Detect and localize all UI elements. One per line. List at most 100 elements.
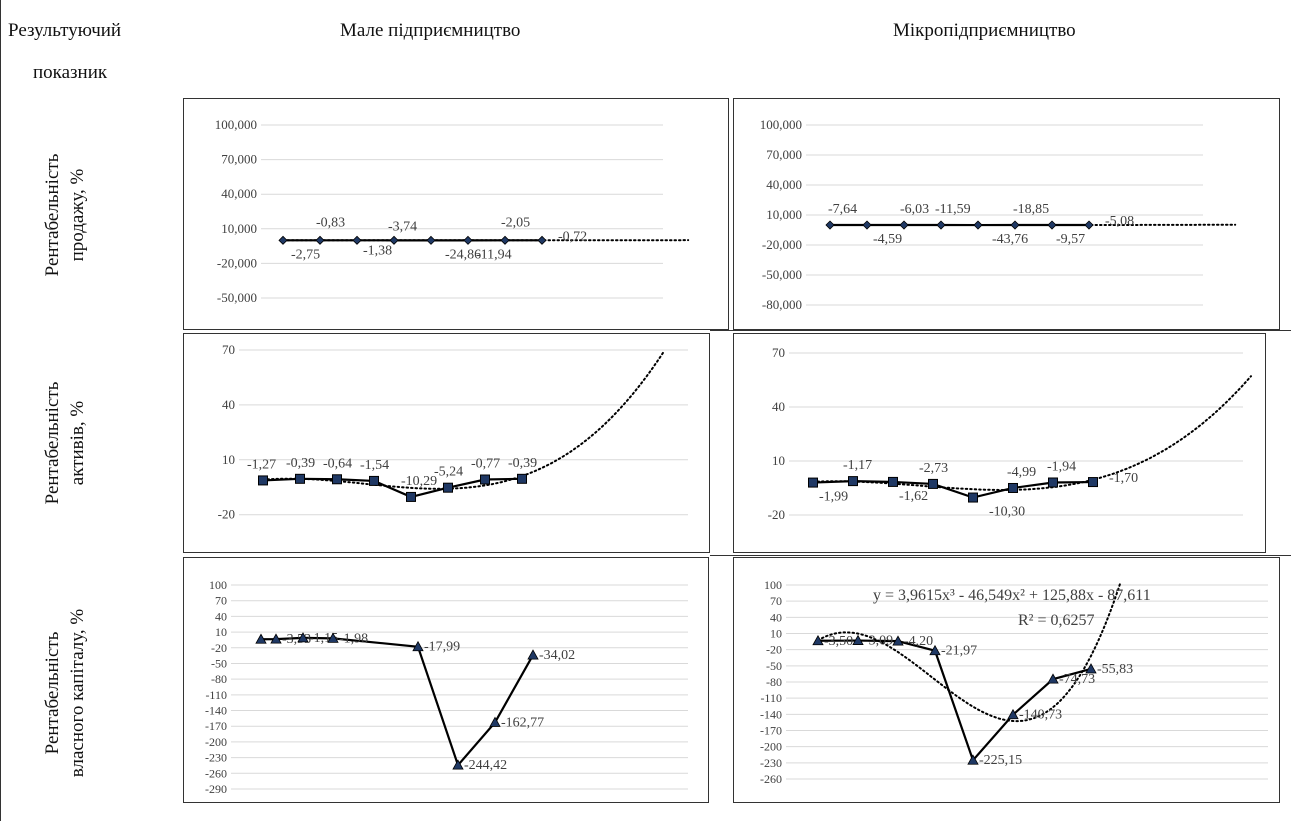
- chart-assets-micro-point-0: [809, 478, 818, 487]
- row-label-equity: Рентабельність власного капіталу, %: [40, 563, 90, 823]
- chart-assets-micro-data-label: -2,73: [919, 461, 948, 476]
- chart-sales-micro-tick-label: -20,000: [762, 237, 802, 252]
- chart-sales-micro-tick-label: 70,000: [766, 147, 802, 162]
- chart-equity-small-tick-label: -260: [205, 766, 227, 780]
- chart-sales-micro-data-label: -18,85: [1013, 202, 1049, 217]
- chart-sales-micro-tick-label: -80,000: [762, 297, 802, 312]
- chart-equity-small-tick-label: -200: [205, 735, 227, 749]
- chart-equity-micro-tick-label: -170: [760, 724, 782, 738]
- chart-sales-micro-tick-label: -50,000: [762, 267, 802, 282]
- chart-equity-small-data-label: -17,99: [424, 640, 460, 655]
- chart-sales-micro-tick-label: 10,000: [766, 207, 802, 222]
- chart-assets-small-tick-label: 40: [222, 397, 235, 412]
- chart-equity-micro-trend-equation: y = 3,9615x³ - 46,549x² + 125,88x - 87,6…: [873, 587, 1151, 604]
- chart-equity-small-tick-label: -80: [211, 672, 227, 686]
- chart-sales-small-tick-label: -20,000: [217, 255, 257, 270]
- chart-assets-micro-data-label: -1,17: [843, 458, 872, 473]
- chart-sales-micro-data-label: -7,64: [828, 202, 857, 217]
- chart-assets-small-point-7: [518, 474, 527, 483]
- chart-equity-small-data-label: -162,77: [501, 715, 544, 730]
- chart-sales-micro-data-label: -43,76: [992, 232, 1028, 247]
- chart-sales-micro-frame: [734, 99, 1280, 330]
- row-header-line2: показник: [33, 62, 107, 84]
- chart-sales-small-tick-label: 70,000: [221, 152, 257, 167]
- chart-assets-small-data-label: -1,27: [247, 457, 276, 472]
- chart-equity-small-tick-label: -230: [205, 751, 227, 765]
- chart-assets-small-data-label: -0,64: [323, 456, 352, 471]
- chart-sales-small-data-label: -3,74: [388, 219, 417, 234]
- chart-sales-small-tick-label: 100,000: [215, 117, 257, 132]
- row-label-equity-line2: власного капіталу, %: [65, 563, 90, 823]
- chart-equity-micro-tick-label: -260: [760, 772, 782, 786]
- row-separator-2: [710, 555, 1291, 556]
- chart-equity-micro-data-label: -21,97: [941, 644, 977, 659]
- chart-assets-micro-data-label: -1,62: [899, 489, 928, 504]
- chart-assets-micro-data-label: -1,99: [819, 490, 848, 505]
- chart-sales-small-frame: [184, 99, 729, 330]
- chart-equity-micro-data-label: -225,15: [979, 753, 1022, 768]
- table-left-border: [0, 0, 1, 821]
- chart-assets-micro-point-1: [849, 477, 858, 486]
- chart-assets-micro-point-3: [929, 479, 938, 488]
- chart-assets-micro-point-6: [1049, 478, 1058, 487]
- chart-sales-small-data-label: -11,94: [476, 247, 512, 262]
- chart-assets-small-point-6: [481, 475, 490, 484]
- chart-equity-micro-tick-label: -230: [760, 756, 782, 770]
- chart-equity-small-tick-label: 100: [209, 578, 227, 592]
- chart-equity-small-tick-label: -50: [211, 656, 227, 670]
- row-label-sales: Рентабельність продажу, %: [40, 85, 90, 345]
- chart-assets-micro-tick-label: 70: [772, 345, 785, 360]
- chart-assets-micro-point-5: [1009, 483, 1018, 492]
- chart-sales-micro-data-label: -5,08: [1105, 214, 1134, 229]
- chart-assets-small-data-label: -0,39: [286, 456, 315, 471]
- chart-equity-small-tick-label: 10: [215, 625, 227, 639]
- chart-equity-small-data-label: -1,98: [339, 631, 368, 646]
- row-label-assets-line2: активів, %: [65, 313, 90, 573]
- chart-assets-small-data-label: -5,24: [434, 465, 463, 480]
- chart-assets-micro-tick-label: 10: [772, 453, 785, 468]
- chart-sales-small-data-label: -2,05: [501, 215, 530, 230]
- chart-assets-micro-point-4: [969, 493, 978, 502]
- chart-sales-small: 100,00070,00040,00010,000-20,000-50,000-…: [183, 98, 729, 330]
- column-header-small: Мале підприємництво: [340, 20, 520, 42]
- chart-sales-micro-data-label: -6,03: [900, 202, 929, 217]
- chart-equity-micro-tick-label: 100: [764, 578, 782, 592]
- chart-sales-small-data-label: -1,38: [363, 243, 392, 258]
- chart-sales-micro-tick-label: 100,000: [760, 117, 802, 132]
- chart-assets-micro-point-7: [1089, 478, 1098, 487]
- chart-assets-small-point-2: [333, 475, 342, 484]
- row-label-assets: Рентабельність активів, %: [40, 313, 90, 573]
- chart-equity-micro-tick-label: 10: [770, 627, 782, 641]
- chart-sales-micro: 100,00070,00040,00010,000-20,000-50,000-…: [733, 98, 1280, 330]
- chart-equity-small-tick-label: -170: [205, 719, 227, 733]
- chart-assets-micro-data-label: -4,99: [1007, 465, 1036, 480]
- chart-assets-micro-data-label: -1,70: [1109, 471, 1138, 486]
- chart-equity-micro-data-label: -4,20: [904, 634, 933, 649]
- chart-equity-micro-tick-label: 70: [770, 594, 782, 608]
- chart-assets-micro-data-label: -10,30: [989, 505, 1025, 520]
- chart-equity-small-tick-label: 40: [215, 609, 227, 623]
- chart-equity-small-tick-label: -20: [211, 641, 227, 655]
- chart-assets-micro-frame: [734, 334, 1266, 553]
- chart-assets-micro: 704010-20-1,99-1,17-1,62-2,73-10,30-4,99…: [733, 333, 1266, 553]
- chart-assets-small-point-1: [296, 474, 305, 483]
- chart-assets-small: 704010-20-1,27-0,39-0,64-1,54-10,29-5,24…: [183, 333, 710, 553]
- chart-equity-micro-tick-label: -140: [760, 707, 782, 721]
- chart-assets-micro-point-2: [889, 477, 898, 486]
- chart-assets-small-frame: [184, 334, 710, 553]
- chart-equity-small-frame: [184, 558, 709, 803]
- chart-sales-micro-data-label: -11,59: [935, 202, 971, 217]
- chart-equity-micro-tick-label: -110: [760, 691, 782, 705]
- row-label-assets-line1: Рентабельність: [40, 313, 65, 573]
- chart-equity-small-data-label: -34,02: [539, 648, 575, 663]
- row-label-sales-line2: продажу, %: [65, 85, 90, 345]
- chart-assets-small-data-label: -1,54: [360, 458, 389, 473]
- row-separator-1: [710, 330, 1291, 331]
- chart-assets-small-point-0: [259, 476, 268, 485]
- chart-equity-micro-data-label: -55,83: [1097, 662, 1133, 677]
- row-label-equity-line1: Рентабельність: [40, 563, 65, 823]
- chart-equity-small-tick-label: -290: [205, 782, 227, 796]
- chart-equity-small-tick-label: -110: [205, 688, 227, 702]
- column-header-micro: Мікропідприємництво: [893, 20, 1076, 42]
- chart-equity-micro-tick-label: -200: [760, 740, 782, 754]
